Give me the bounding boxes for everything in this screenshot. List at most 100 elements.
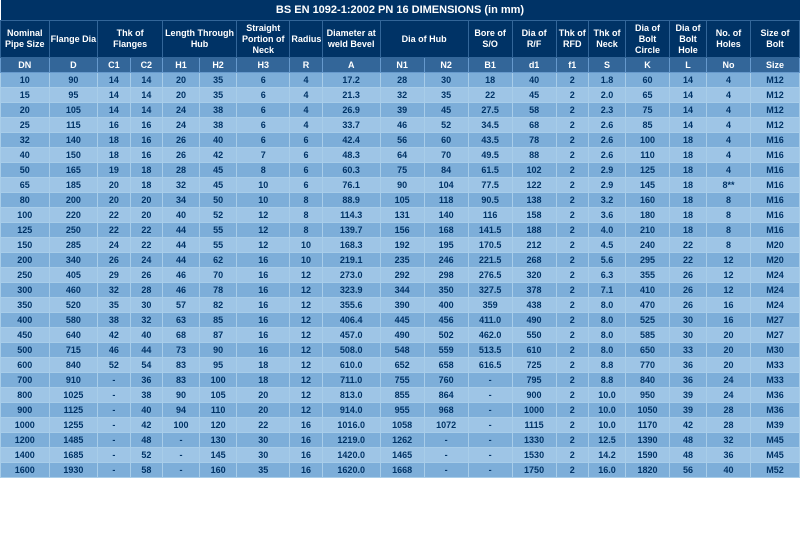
table-cell: 795 xyxy=(512,373,556,388)
table-cell: 30 xyxy=(669,328,706,343)
table-cell: 100 xyxy=(163,418,200,433)
table-cell: 18 xyxy=(669,148,706,163)
table-cell: 21.3 xyxy=(322,88,380,103)
table-cell: 122 xyxy=(512,178,556,193)
table-cell: 273.0 xyxy=(322,268,380,283)
table-cell: 2 xyxy=(556,73,588,88)
table-cell: 8 xyxy=(290,208,322,223)
table-cell: - xyxy=(98,403,130,418)
table-cell: 56 xyxy=(669,463,706,478)
table-cell: 19 xyxy=(98,163,130,178)
table-cell: 6 xyxy=(237,103,290,118)
table-cell: 83 xyxy=(163,358,200,373)
table-cell: 18 xyxy=(130,163,162,178)
table-cell: 27.5 xyxy=(468,103,512,118)
header-row-top: Nominal Pipe SizeFlange DiaThk of Flange… xyxy=(1,21,800,58)
table-row: 500715464473901612508.0548559513.561028.… xyxy=(1,343,800,358)
column-subheader: L xyxy=(669,58,706,73)
table-cell: 400 xyxy=(424,298,468,313)
table-cell: 2 xyxy=(556,238,588,253)
table-cell: 68 xyxy=(512,118,556,133)
table-cell: 84 xyxy=(424,163,468,178)
table-cell: 2 xyxy=(556,148,588,163)
table-cell: 48 xyxy=(130,433,162,448)
table-cell: 1115 xyxy=(512,418,556,433)
table-cell: 22 xyxy=(130,238,162,253)
table-cell: 610 xyxy=(512,343,556,358)
column-header: Thk of Flanges xyxy=(98,21,163,58)
table-cell: 235 xyxy=(380,253,424,268)
table-cell: 35 xyxy=(98,298,130,313)
table-cell: 10.0 xyxy=(588,418,625,433)
table-cell: 16 xyxy=(130,118,162,133)
table-cell: 4 xyxy=(290,118,322,133)
table-cell: 185 xyxy=(49,178,98,193)
table-cell: 25 xyxy=(1,118,50,133)
table-cell: 40 xyxy=(130,328,162,343)
table-cell: 115 xyxy=(49,118,98,133)
table-cell: 42 xyxy=(669,418,706,433)
dimensions-table: BS EN 1092-1:2002 PN 16 DIMENSIONS (in m… xyxy=(0,0,800,478)
table-cell: 950 xyxy=(626,388,670,403)
table-cell: 298 xyxy=(424,268,468,283)
column-subheader: K xyxy=(626,58,670,73)
table-cell: 20 xyxy=(707,343,751,358)
table-cell: 16 xyxy=(290,433,322,448)
table-cell: 1930 xyxy=(49,463,98,478)
table-row: 250405292646701612273.0292298276.532026.… xyxy=(1,268,800,283)
table-cell: - xyxy=(468,403,512,418)
table-cell: 8 xyxy=(707,193,751,208)
table-cell: 914.0 xyxy=(322,403,380,418)
table-cell: 8 xyxy=(290,223,322,238)
column-header: Length Through Hub xyxy=(163,21,237,58)
table-cell: 80 xyxy=(1,193,50,208)
table-cell: 200 xyxy=(49,193,98,208)
table-cell: 525 xyxy=(626,313,670,328)
table-cell: 456 xyxy=(424,313,468,328)
table-cell: 65 xyxy=(1,178,50,193)
table-cell: 840 xyxy=(626,373,670,388)
table-cell: 700 xyxy=(1,373,50,388)
table-cell: 12 xyxy=(290,268,322,283)
table-cell: - xyxy=(98,448,130,463)
table-cell: 585 xyxy=(626,328,670,343)
table-cell: 2 xyxy=(556,133,588,148)
table-cell: 10.0 xyxy=(588,403,625,418)
table-row: 700910-36831001812711.0755760-79528.8840… xyxy=(1,373,800,388)
table-cell: 650 xyxy=(626,343,670,358)
table-cell: 2 xyxy=(556,313,588,328)
table-cell: 139.7 xyxy=(322,223,380,238)
table-cell: 220 xyxy=(49,208,98,223)
table-cell: 2 xyxy=(556,208,588,223)
table-cell: 55 xyxy=(200,238,237,253)
table-row: 10001255-4210012022161016.010581072-1115… xyxy=(1,418,800,433)
table-cell: 390 xyxy=(380,298,424,313)
table-cell: 2 xyxy=(556,223,588,238)
table-cell: 840 xyxy=(49,358,98,373)
table-cell: 35 xyxy=(200,73,237,88)
table-cell: 460 xyxy=(49,283,98,298)
table-cell: 250 xyxy=(1,268,50,283)
table-cell: 44 xyxy=(130,343,162,358)
table-cell: 52 xyxy=(424,118,468,133)
table-cell: 16 xyxy=(237,298,290,313)
table-cell: 16 xyxy=(237,253,290,268)
table-cell: 168 xyxy=(424,223,468,238)
table-cell: 138 xyxy=(512,193,556,208)
column-subheader: S xyxy=(588,58,625,73)
table-cell: 246 xyxy=(424,253,468,268)
table-cell: 33.7 xyxy=(322,118,380,133)
table-cell: 513.5 xyxy=(468,343,512,358)
table-cell: 10 xyxy=(290,238,322,253)
table-cell: 813.0 xyxy=(322,388,380,403)
table-cell: 141.5 xyxy=(468,223,512,238)
table-cell: 46 xyxy=(98,343,130,358)
table-cell: 48 xyxy=(669,448,706,463)
table-row: 14001685-52-14530161420.01465--1530214.2… xyxy=(1,448,800,463)
table-cell: 1620.0 xyxy=(322,463,380,478)
table-cell: 4 xyxy=(707,103,751,118)
table-cell: 26 xyxy=(163,133,200,148)
table-cell: 18 xyxy=(237,358,290,373)
table-cell: 16 xyxy=(130,148,162,163)
table-cell: 46 xyxy=(163,268,200,283)
